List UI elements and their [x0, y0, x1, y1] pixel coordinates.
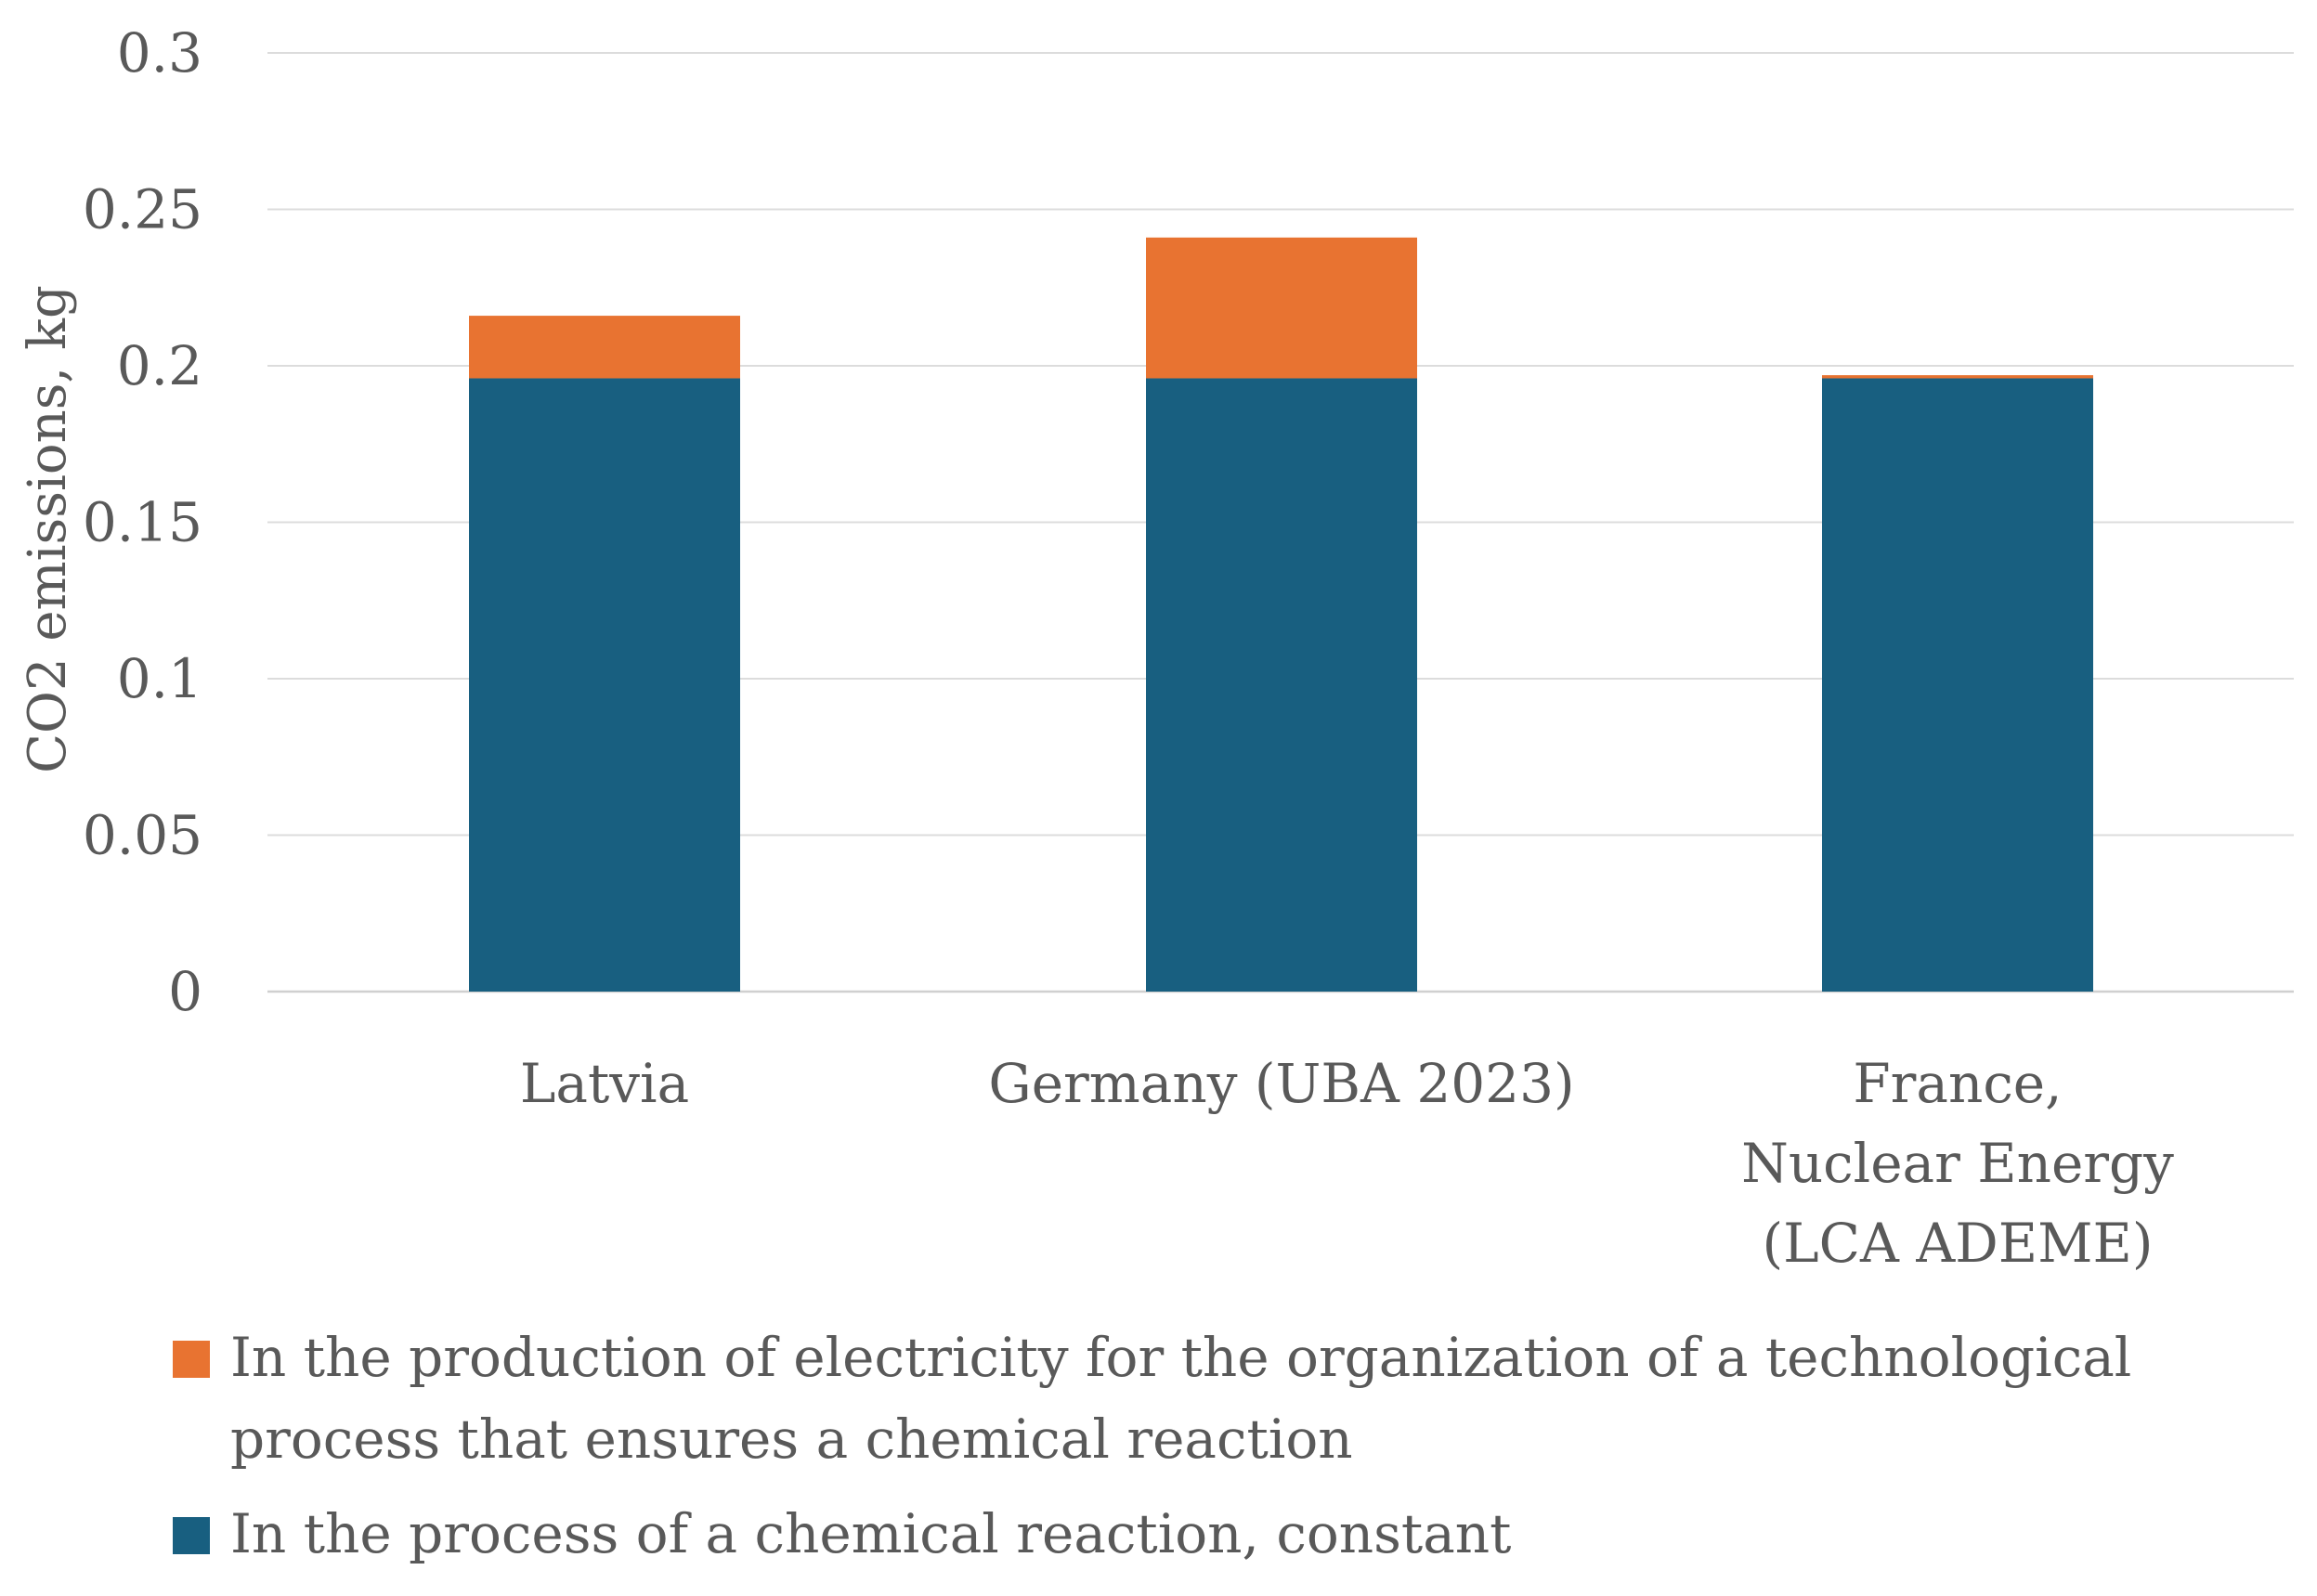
y-tick-label: 0.3 [117, 21, 202, 84]
x-category-label: Latvia [520, 1052, 689, 1115]
legend: In the production of electricity for the… [173, 1317, 2271, 1588]
legend-swatch-chemical-reaction [173, 1517, 210, 1554]
legend-label-chemical-reaction: In the process of a chemical reaction, c… [230, 1502, 1512, 1565]
y-axis-ticks: 0 0.05 0.1 0.15 0.2 0.25 0.3 [83, 21, 202, 1023]
x-category-label: Germany (UBA 2023) [988, 1052, 1574, 1115]
x-axis-categories: Latvia Germany (UBA 2023) France, Nuclear E… [520, 1052, 2174, 1275]
y-tick-label: 0.2 [117, 334, 202, 397]
x-category-label: (LCA ADEME) [1763, 1212, 2154, 1275]
bar-segment [469, 316, 740, 379]
bars [469, 237, 2093, 993]
bar-segment [1822, 375, 2093, 379]
x-category-label: Nuclear Energy [1741, 1132, 2174, 1195]
x-category-label: France, [1853, 1052, 2062, 1115]
bar-segment [1822, 378, 2093, 993]
y-tick-label: 0.05 [83, 804, 202, 867]
bar-segment [469, 378, 740, 993]
y-tick-label: 0.1 [117, 647, 202, 710]
y-tick-label: 0.15 [83, 491, 202, 554]
legend-label-electricity-line1: In the production of electricity for the… [230, 1326, 2132, 1389]
bar-segment [1146, 237, 1417, 379]
legend-item-electricity: In the production of electricity for the… [173, 1317, 2271, 1480]
legend-item-chemical-reaction: In the process of a chemical reaction, c… [173, 1493, 2271, 1575]
bar-segment [1146, 378, 1417, 993]
y-tick-label: 0 [168, 960, 202, 1023]
legend-swatch-electricity [173, 1341, 210, 1378]
y-tick-label: 0.25 [83, 178, 202, 241]
y-axis-title: CO2 emissions, kg [18, 285, 78, 773]
legend-label-electricity-line2: process that ensures a chemical reaction [230, 1408, 1353, 1471]
